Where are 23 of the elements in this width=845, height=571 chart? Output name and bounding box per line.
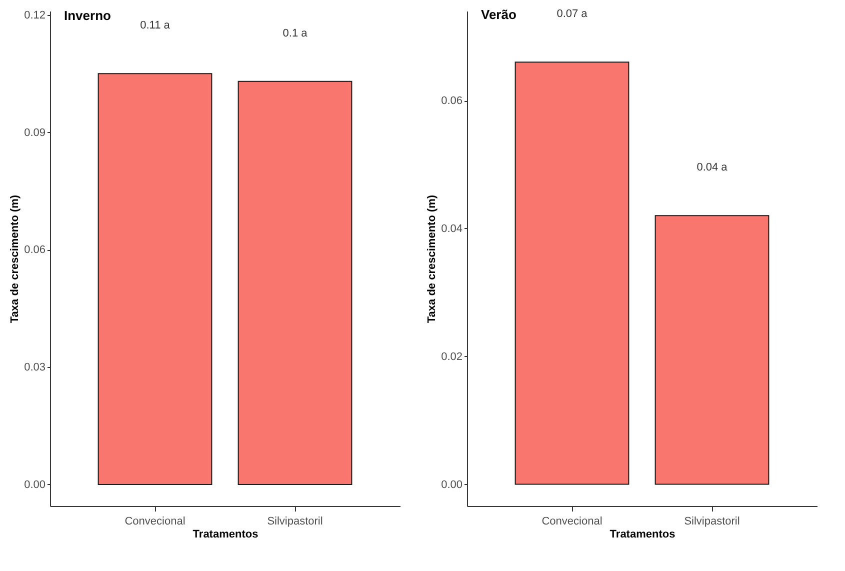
x-tick-label: Silvipastoril [267,516,323,528]
x-tick-label: Silvipastoril [684,516,740,528]
y-tick-label: 0.00 [24,478,46,491]
y-tick-label: 0.12 [24,9,46,22]
chart-title: Inverno [64,8,112,23]
y-tick-label: 0.00 [441,478,462,491]
x-axis-title: Tratamentos [192,528,258,540]
y-axis-title: Taxa de crescimento (m) [426,194,438,324]
y-axis-title: Taxa de crescimento (m) [9,194,22,324]
y-tick-label: 0.04 [441,222,462,235]
y-tick-label: 0.03 [24,362,46,374]
annotation: 0.1 a [282,27,308,40]
annotation: 0.04 a [696,162,728,174]
chart-title: Verão [481,7,516,22]
x-tick-label: Convecional [124,516,186,528]
annotation: 0.07 a [556,8,588,20]
x-axis-title: Tratamentos [610,528,676,540]
y-tick-label: 0.06 [441,95,462,108]
y-tick-label: 0.06 [24,244,46,256]
y-tick-label: 0.02 [441,350,462,363]
y-tick-label: 0.09 [24,126,46,139]
annotation: 0.11 a [140,20,171,32]
x-tick-label: Convecional [542,516,602,528]
